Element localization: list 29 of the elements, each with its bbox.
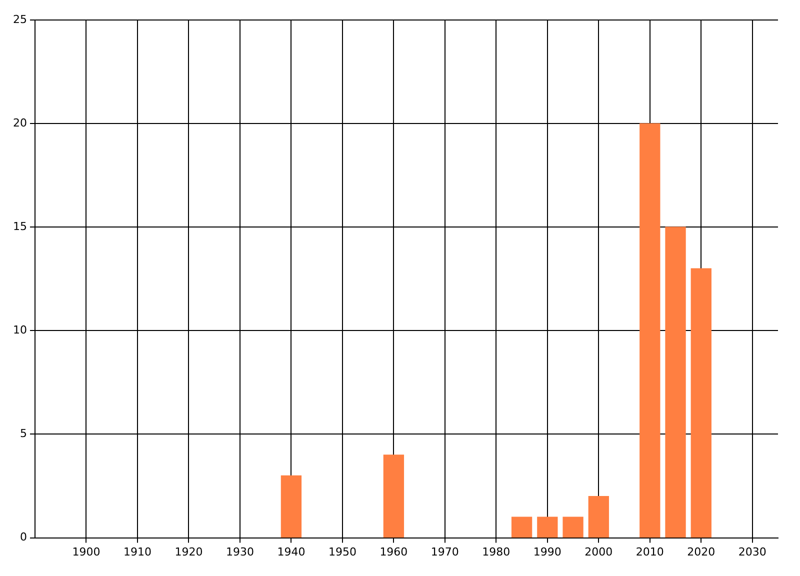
x-tick-label: 1970 bbox=[430, 545, 459, 558]
x-tick-label: 1940 bbox=[277, 545, 306, 558]
x-tick-label: 1980 bbox=[482, 545, 510, 558]
bar bbox=[690, 268, 712, 538]
y-tick-label: 20 bbox=[12, 116, 27, 130]
y-tick-label: 25 bbox=[12, 12, 27, 26]
x-tick-label: 1990 bbox=[533, 545, 562, 558]
bar bbox=[511, 516, 532, 538]
x-tick-label: 1900 bbox=[72, 545, 100, 558]
x-tick-label: 2020 bbox=[687, 545, 716, 558]
y-tick-label: 0 bbox=[20, 530, 27, 544]
bar bbox=[588, 496, 609, 538]
bar bbox=[640, 123, 660, 538]
x-tick-label: 1910 bbox=[123, 545, 152, 558]
bar bbox=[280, 475, 302, 538]
x-tick-label: 1950 bbox=[328, 545, 356, 558]
x-tick-label: 2010 bbox=[636, 545, 664, 558]
x-tick-label: 2000 bbox=[584, 545, 613, 558]
y-tick-label: 15 bbox=[12, 220, 27, 233]
y-tick-label: 5 bbox=[20, 427, 27, 440]
y-tick-label: 10 bbox=[12, 324, 27, 337]
bar bbox=[562, 516, 584, 538]
x-tick-label: 1930 bbox=[226, 545, 254, 558]
x-tick-label: 2030 bbox=[738, 545, 766, 558]
bar bbox=[665, 226, 686, 538]
bar bbox=[537, 516, 558, 538]
x-tick-label: 1960 bbox=[380, 545, 408, 558]
bar bbox=[383, 454, 404, 538]
x-tick-label: 1920 bbox=[174, 545, 203, 558]
